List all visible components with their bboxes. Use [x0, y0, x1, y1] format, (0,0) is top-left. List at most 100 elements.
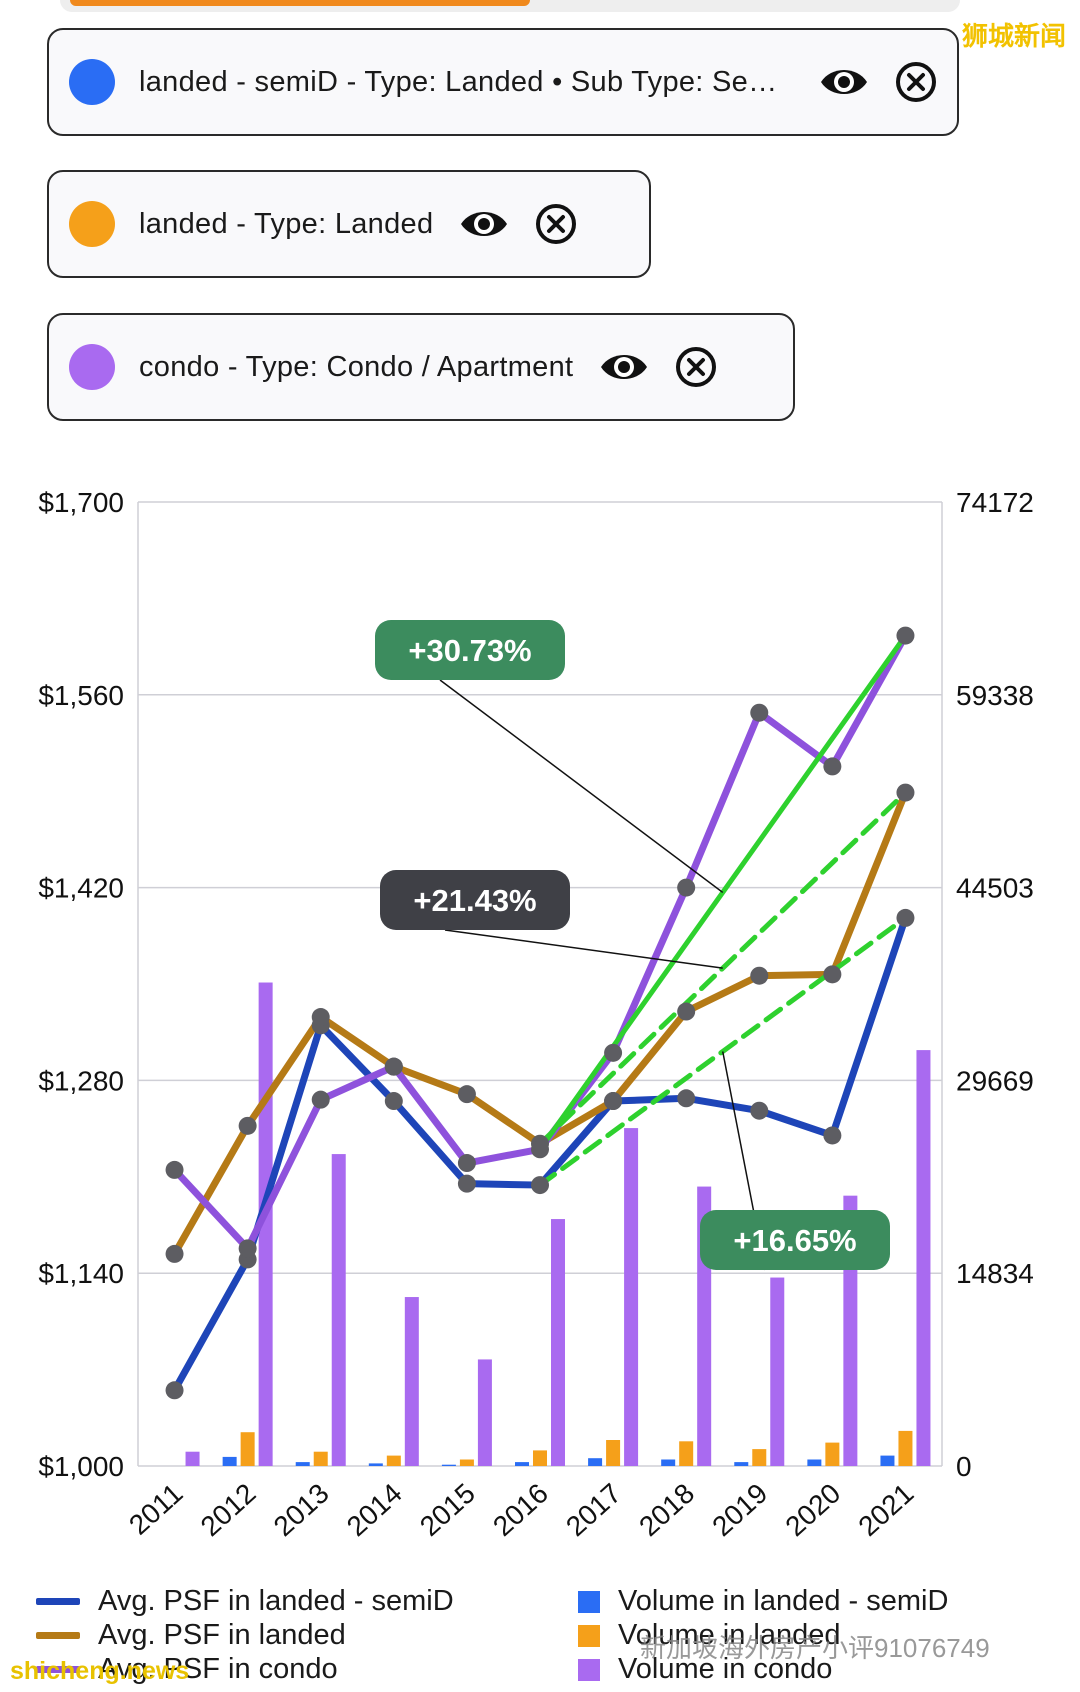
y-tick-label-right: 59338 — [956, 680, 1034, 711]
data-point — [311, 1008, 330, 1027]
legend-item[interactable]: Volume in condo — [578, 1653, 832, 1686]
filter-label: condo - Type: Condo / Apartment — [139, 350, 574, 383]
data-point — [238, 1239, 257, 1258]
series-color-dot — [69, 201, 115, 247]
close-circle-icon[interactable] — [895, 61, 937, 103]
legend-label: Avg. PSF in condo — [98, 1653, 338, 1685]
chart: $1,700 74172 $1,560 59338 $1,420 44503 $1,280 2… — [0, 470, 1080, 1580]
data-point — [604, 1092, 623, 1111]
bar — [533, 1450, 547, 1466]
legend-item[interactable]: Avg. PSF in landed — [36, 1619, 346, 1652]
bar — [606, 1440, 621, 1466]
annotation-leader — [439, 679, 724, 894]
chart-svg: $1,700 74172 $1,560 59338 $1,420 44503 $1,280 2… — [38, 487, 1034, 1542]
data-point — [896, 783, 915, 802]
data-point — [457, 1085, 476, 1104]
previous-filter-accent — [70, 0, 530, 6]
filter-card-landed[interactable]: landed - Type: Landed — [47, 170, 651, 278]
data-point — [677, 1089, 696, 1108]
legend-swatch — [36, 1598, 80, 1605]
filter-card-landed-semid[interactable]: landed - semiD - Type: Landed • Sub Type… — [47, 28, 959, 136]
series-color-dot — [69, 344, 115, 390]
legend-label: Avg. PSF in landed — [98, 1619, 346, 1651]
annotation-leader — [444, 929, 723, 969]
data-point — [750, 1101, 769, 1120]
y-tick-label-left: $1,000 — [38, 1451, 124, 1482]
bar — [770, 1277, 785, 1466]
filter-card-condo[interactable]: condo - Type: Condo / Apartment — [47, 313, 795, 421]
annotation-label: +30.73% — [408, 633, 531, 668]
close-circle-icon[interactable] — [535, 203, 577, 245]
x-tick-label: 2019 — [706, 1477, 773, 1542]
bar — [313, 1451, 328, 1466]
legend-swatch — [578, 1590, 600, 1613]
legend-item[interactable]: Avg. PSF in condo — [36, 1653, 338, 1686]
data-point — [823, 757, 842, 776]
eye-icon[interactable] — [599, 349, 649, 385]
x-tick-label: 2018 — [633, 1477, 700, 1542]
legend-swatch — [36, 1666, 80, 1673]
legend-label: Avg. PSF in landed - semiD — [98, 1585, 454, 1617]
y-tick-label-right: 44503 — [956, 873, 1034, 904]
watermark-bottom-right: 新加坡海外房产小评91076749 — [640, 1633, 990, 1663]
y-tick-label-left: $1,560 — [38, 680, 124, 711]
bar — [880, 1455, 895, 1466]
bar — [588, 1458, 603, 1466]
data-point — [165, 1381, 184, 1400]
data-point — [457, 1154, 476, 1173]
bar — [825, 1442, 840, 1466]
filter-label: landed - semiD - Type: Landed • Sub Type… — [139, 65, 793, 98]
bar — [752, 1449, 767, 1466]
close-circle-icon[interactable] — [675, 346, 717, 388]
bar — [222, 1456, 237, 1466]
annotation-badge — [700, 1210, 890, 1270]
annotation-badge — [375, 620, 565, 680]
x-tick-label: 2016 — [487, 1477, 554, 1542]
bar — [734, 1462, 749, 1466]
series-color-dot — [69, 59, 115, 105]
bar — [185, 1451, 200, 1466]
bar — [624, 1128, 639, 1466]
data-point — [677, 1002, 696, 1021]
y-tick-label-left: $1,280 — [38, 1065, 124, 1096]
data-point — [457, 1174, 476, 1193]
previous-filter-card-edge — [60, 0, 960, 12]
y-tick-label-left: $1,700 — [38, 487, 124, 518]
annotation-label: +16.65% — [733, 1223, 856, 1258]
bar — [240, 1432, 255, 1466]
bar — [368, 1463, 383, 1466]
data-point — [896, 908, 915, 927]
annotation-label: +21.43% — [413, 883, 536, 918]
bar — [441, 1464, 456, 1466]
data-point — [384, 1057, 403, 1076]
y-tick-label-right: 14834 — [956, 1258, 1034, 1289]
bar — [661, 1459, 676, 1466]
x-tick-label: 2021 — [852, 1477, 919, 1542]
bar — [916, 1050, 931, 1466]
legend-swatch — [578, 1624, 600, 1647]
eye-icon[interactable] — [459, 206, 509, 242]
data-point — [531, 1176, 549, 1195]
eye-icon[interactable] — [819, 64, 869, 100]
bar — [459, 1459, 474, 1466]
data-point — [311, 1090, 330, 1109]
legend-label: Volume in landed - semiD — [618, 1585, 949, 1617]
bar — [477, 1359, 492, 1466]
legend-swatch — [36, 1632, 80, 1639]
watermark-bottom-left: shicheng.news — [10, 1657, 190, 1685]
legend-item[interactable]: Avg. PSF in landed - semiD — [36, 1585, 454, 1618]
legend-swatch — [578, 1658, 600, 1681]
data-point — [165, 1160, 184, 1179]
x-tick-label: 2012 — [195, 1477, 262, 1542]
legend-item[interactable]: Volume in landed — [578, 1619, 841, 1652]
data-point — [750, 703, 769, 722]
legend-item[interactable]: Volume in landed - semiD — [578, 1585, 948, 1618]
bar — [898, 1430, 913, 1466]
bar — [331, 1154, 346, 1466]
data-point — [384, 1092, 403, 1111]
bar — [679, 1441, 694, 1466]
bar — [386, 1455, 401, 1466]
x-tick-label: 2020 — [779, 1477, 846, 1542]
y-tick-label-right: 0 — [956, 1451, 972, 1482]
x-tick-label: 2014 — [341, 1477, 408, 1542]
